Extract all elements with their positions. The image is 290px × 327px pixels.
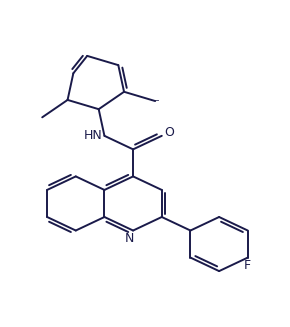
Text: —: —	[151, 96, 159, 106]
Text: O: O	[164, 126, 174, 139]
Text: HN: HN	[84, 129, 102, 142]
Text: N: N	[125, 232, 135, 245]
Text: F: F	[244, 259, 251, 272]
